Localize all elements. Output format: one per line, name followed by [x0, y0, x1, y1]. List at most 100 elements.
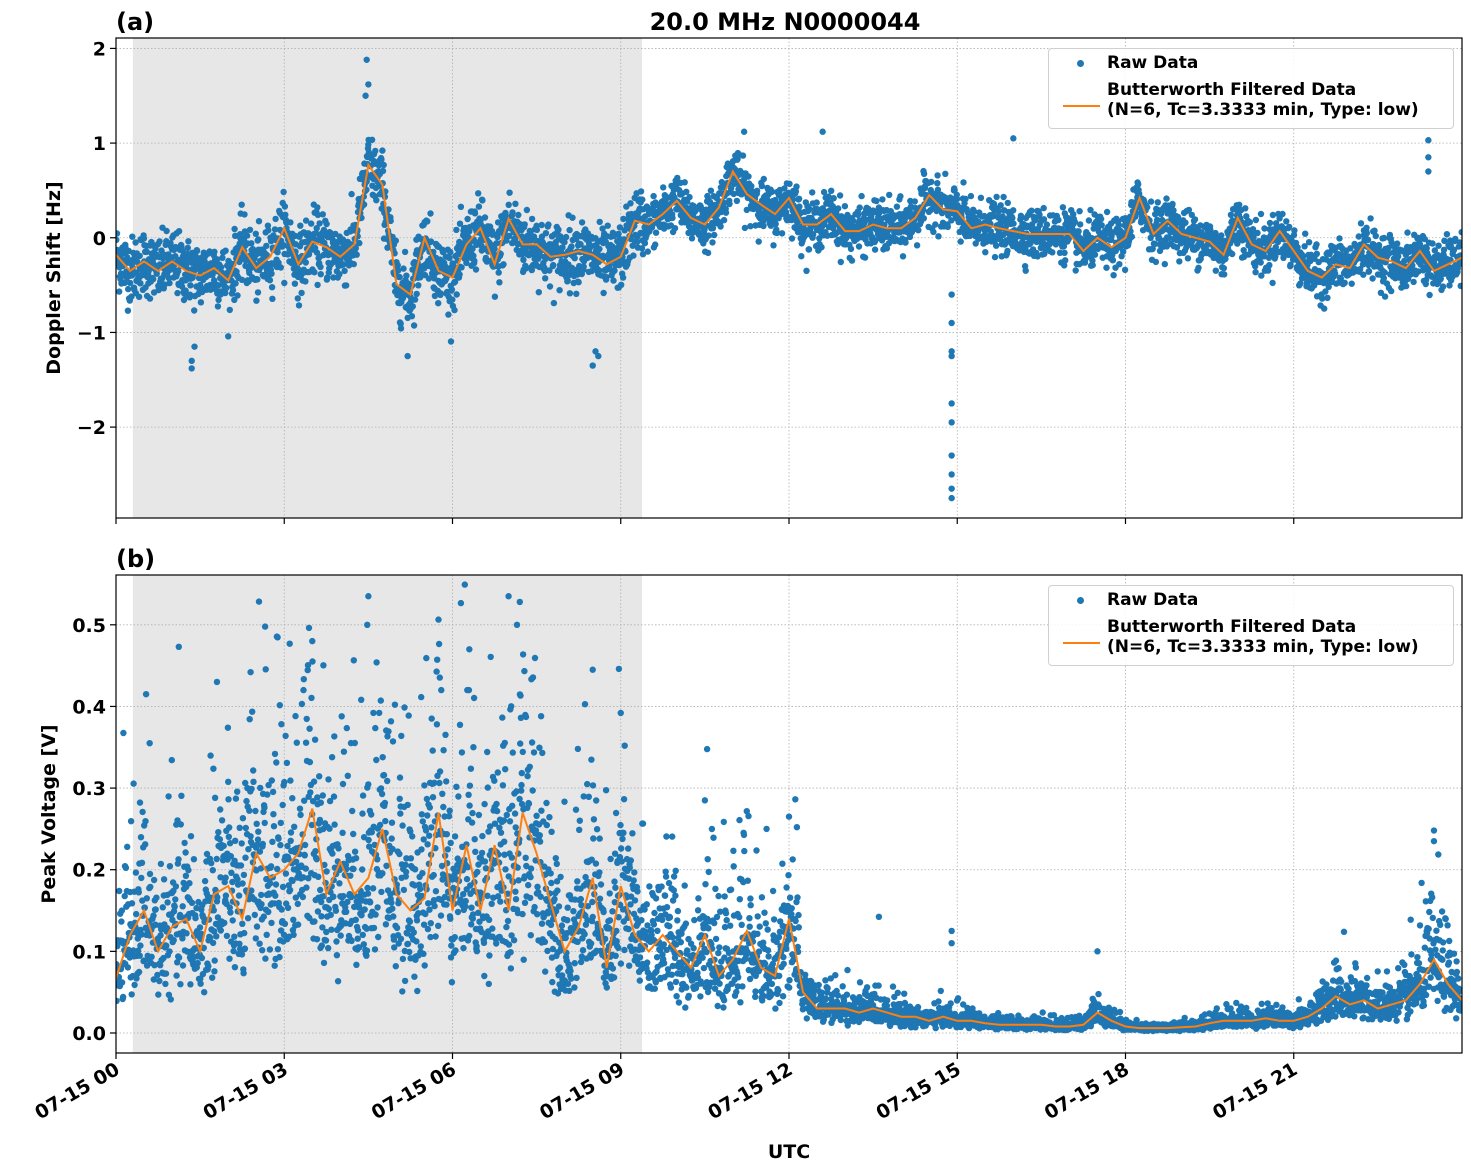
- raw-outlier-point: [948, 319, 955, 327]
- raw-point: [830, 195, 837, 202]
- raw-point: [502, 209, 509, 217]
- raw-point: [650, 192, 657, 200]
- raw-point: [463, 259, 470, 267]
- raw-point: [512, 200, 519, 207]
- raw-point: [277, 264, 284, 271]
- raw-point: [935, 233, 942, 240]
- raw-point: [182, 872, 190, 879]
- raw-point: [758, 182, 766, 190]
- raw-point: [323, 868, 330, 875]
- raw-point: [1360, 271, 1367, 278]
- raw-point: [1395, 253, 1402, 260]
- raw-point: [447, 248, 454, 256]
- raw-point: [619, 274, 627, 281]
- raw-point: [401, 248, 409, 256]
- raw-point: [397, 325, 405, 332]
- raw-point: [175, 228, 183, 235]
- raw-point: [270, 811, 277, 818]
- raw-point: [453, 226, 460, 234]
- raw-point: [353, 251, 360, 258]
- raw-point: [1347, 245, 1354, 252]
- raw-point: [213, 256, 221, 263]
- raw-data-series: [116, 56, 1462, 502]
- raw-point: [300, 874, 307, 881]
- raw-point: [302, 739, 310, 746]
- raw-point: [449, 296, 456, 303]
- raw-point: [264, 791, 271, 798]
- raw-point: [252, 935, 259, 942]
- raw-point: [739, 152, 747, 159]
- raw-point: [934, 180, 941, 187]
- raw-point: [556, 287, 563, 294]
- raw-point: [317, 799, 324, 806]
- raw-point: [641, 240, 649, 247]
- raw-point: [149, 259, 157, 266]
- raw-point: [542, 230, 550, 237]
- raw-point: [213, 855, 220, 863]
- raw-point: [550, 261, 557, 269]
- raw-point: [177, 913, 185, 920]
- raw-point: [271, 962, 278, 969]
- raw-point: [319, 924, 326, 931]
- raw-point: [265, 227, 272, 234]
- raw-point: [948, 217, 955, 224]
- raw-point: [262, 955, 269, 962]
- raw-point: [809, 189, 816, 196]
- raw-point: [568, 243, 575, 250]
- raw-point: [1409, 262, 1416, 269]
- raw-point: [1410, 278, 1417, 286]
- raw-point: [137, 942, 144, 949]
- raw-point: [211, 794, 219, 801]
- raw-point: [261, 819, 268, 827]
- raw-point: [289, 795, 296, 802]
- raw-point: [232, 837, 239, 844]
- raw-point: [182, 277, 190, 284]
- raw-point: [1250, 234, 1257, 241]
- raw-outlier-point: [404, 352, 411, 360]
- raw-point: [222, 247, 229, 254]
- raw-point: [316, 816, 324, 824]
- raw-point: [135, 889, 142, 896]
- raw-point: [183, 930, 190, 937]
- raw-point: [278, 721, 285, 728]
- raw-point: [166, 948, 173, 955]
- raw-point: [175, 856, 182, 863]
- raw-point: [274, 634, 281, 641]
- raw-point: [220, 842, 227, 850]
- raw-point: [688, 235, 696, 242]
- raw-point: [1085, 217, 1093, 224]
- raw-point: [118, 907, 126, 914]
- raw-point: [783, 212, 790, 219]
- raw-point: [550, 299, 558, 307]
- raw-point: [1040, 216, 1048, 223]
- raw-point: [1128, 233, 1136, 240]
- raw-point: [247, 833, 254, 840]
- raw-point: [610, 277, 617, 284]
- raw-point: [297, 811, 304, 819]
- raw-point: [995, 208, 1002, 215]
- raw-point: [1091, 251, 1099, 258]
- raw-point: [1269, 279, 1276, 287]
- raw-point: [175, 954, 183, 961]
- raw-point: [303, 884, 310, 891]
- raw-point: [271, 750, 279, 758]
- raw-point: [934, 186, 942, 193]
- raw-point: [308, 694, 315, 702]
- raw-point: [470, 252, 477, 260]
- raw-point: [143, 248, 150, 255]
- raw-point: [217, 874, 224, 881]
- raw-point: [1441, 237, 1448, 244]
- raw-point: [143, 895, 150, 902]
- raw-point: [291, 280, 299, 287]
- raw-point: [810, 231, 817, 238]
- raw-point: [260, 913, 267, 920]
- raw-point: [469, 245, 476, 253]
- raw-point: [1246, 219, 1254, 226]
- raw-point: [1458, 260, 1462, 267]
- raw-point: [448, 286, 456, 293]
- raw-point: [167, 996, 174, 1003]
- raw-point: [298, 700, 306, 708]
- raw-point: [226, 824, 233, 831]
- raw-point: [162, 970, 170, 977]
- raw-point: [464, 215, 471, 223]
